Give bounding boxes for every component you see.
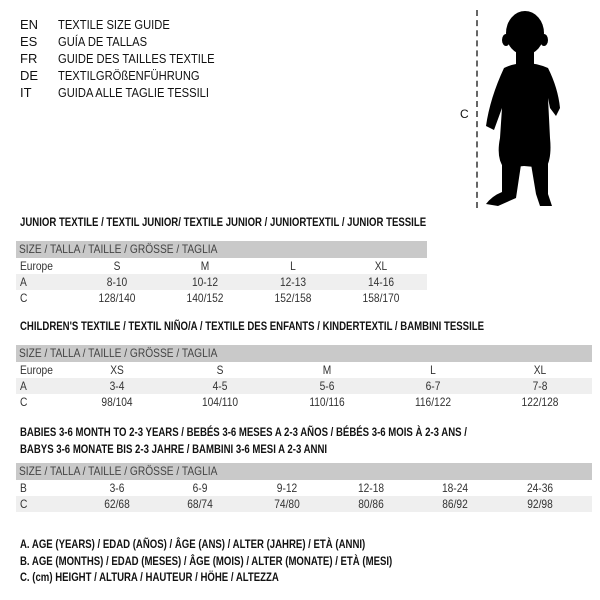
table-cell: 86/92	[442, 497, 468, 511]
table-cell: 6-7	[425, 379, 441, 393]
size-header-row: SIZE / TALLA / TAILLE / GRÖSSE / TAGLIA	[16, 345, 592, 362]
children-size-table: SIZE / TALLA / TAILLE / GRÖSSE / TAGLIA E…	[16, 345, 592, 410]
children-section-title: CHILDREN'S TEXTILE / TEXTIL NIÑO/A / TEX…	[20, 319, 485, 333]
table-row: C 128/140 140/152 152/158 158/170	[16, 290, 427, 306]
table-cell: M	[322, 363, 332, 377]
table-cell: 12-18	[357, 481, 385, 495]
legend-c: C. (cm) HEIGHT / ALTURA / HAUTEUR / HÖHE…	[20, 570, 279, 584]
table-cell: L	[290, 259, 296, 273]
babies-section-title: BABIES 3-6 MONTH TO 2-3 YEARS / BEBÉS 3-…	[20, 425, 467, 439]
table-cell: 4-5	[212, 379, 228, 393]
lang-title: GUIDA ALLE TAGLIE TESSILI	[58, 85, 210, 100]
lang-title: GUÍA DE TALLAS	[58, 34, 148, 49]
table-cell: 6-9	[192, 481, 208, 495]
table-cell: 158/170	[362, 291, 400, 305]
table-row: C 98/104 104/110 110/116 116/122 122/128	[16, 394, 592, 410]
table-cell: 24-36	[526, 481, 554, 495]
table-cell: 10-12	[191, 275, 219, 289]
size-header-label: SIZE / TALLA / TAILLE / GRÖSSE / TAGLIA	[19, 464, 218, 478]
row-label: C	[20, 395, 28, 409]
table-cell: 5-6	[319, 379, 335, 393]
table-cell: 3-4	[109, 379, 125, 393]
table-cell: 110/116	[309, 395, 345, 409]
lang-title: TEXTILGRÖßENFÜHRUNG	[58, 68, 200, 83]
table-cell: 68/74	[187, 497, 213, 511]
table-cell: 74/80	[274, 497, 300, 511]
table-row: C 62/68 68/74 74/80 80/86 86/92 92/98	[16, 496, 592, 512]
table-cell: L	[430, 363, 436, 377]
height-measure-line	[476, 10, 478, 208]
table-cell: 140/152	[186, 291, 224, 305]
row-label: Europe	[20, 259, 53, 273]
table-cell: 92/98	[527, 497, 553, 511]
table-cell: XS	[110, 363, 124, 377]
size-header-row: SIZE / TALLA / TAILLE / GRÖSSE / TAGLIA	[16, 241, 427, 258]
lang-code: FR	[20, 51, 38, 66]
table-cell: 62/68	[104, 497, 130, 511]
table-row: B 3-6 6-9 9-12 12-18 18-24 24-36	[16, 480, 592, 496]
table-cell: 152/158	[274, 291, 312, 305]
table-cell: 12-13	[279, 275, 307, 289]
row-label: A	[20, 275, 27, 289]
row-label: B	[20, 481, 27, 495]
row-label: C	[20, 291, 28, 305]
table-cell: 14-16	[367, 275, 395, 289]
babies-section-title-2: BABYS 3-6 MONATE BIS 2-3 JAHRE / BAMBINI…	[20, 442, 328, 456]
table-cell: S	[113, 259, 121, 273]
child-silhouette-icon	[486, 11, 560, 206]
table-cell: 104/110	[201, 395, 239, 409]
table-cell: M	[200, 259, 210, 273]
table-cell: 3-6	[109, 481, 125, 495]
table-cell: XL	[374, 259, 388, 273]
lang-title: GUIDE DES TAILLES TEXTILE	[58, 51, 215, 66]
table-cell: 9-12	[276, 481, 298, 495]
table-cell: 98/104	[101, 395, 133, 409]
table-cell: 122/128	[521, 395, 559, 409]
table-cell: 8-10	[106, 275, 128, 289]
row-label: A	[20, 379, 27, 393]
row-label: C	[20, 497, 28, 511]
junior-section-title: JUNIOR TEXTILE / TEXTIL JUNIOR/ TEXTILE …	[20, 215, 427, 229]
table-cell: 80/86	[358, 497, 384, 511]
size-header-label: SIZE / TALLA / TAILLE / GRÖSSE / TAGLIA	[19, 242, 218, 256]
legend-b: B. AGE (MONTHS) / EDAD (MESES) / ÂGE (MO…	[20, 554, 393, 568]
table-row: A 8-10 10-12 12-13 14-16	[16, 274, 427, 290]
size-header-row: SIZE / TALLA / TAILLE / GRÖSSE / TAGLIA	[16, 463, 592, 480]
lang-code: IT	[20, 85, 32, 100]
lang-code: EN	[20, 17, 39, 32]
table-cell: S	[216, 363, 224, 377]
table-cell: 116/122	[414, 395, 452, 409]
junior-size-table: SIZE / TALLA / TAILLE / GRÖSSE / TAGLIA E…	[16, 241, 427, 306]
table-cell: XL	[533, 363, 547, 377]
table-row: Europe XS S M L XL	[16, 362, 592, 378]
table-row: Europe S M L XL	[16, 258, 427, 274]
babies-size-table: SIZE / TALLA / TAILLE / GRÖSSE / TAGLIA B…	[16, 463, 592, 512]
table-cell: 18-24	[441, 481, 469, 495]
lang-code: DE	[20, 68, 39, 83]
table-cell: 7-8	[532, 379, 548, 393]
legend-a: A. AGE (YEARS) / EDAD (AÑOS) / ÂGE (ANS)…	[20, 537, 366, 551]
size-header-label: SIZE / TALLA / TAILLE / GRÖSSE / TAGLIA	[19, 346, 218, 360]
lang-code: ES	[20, 34, 38, 49]
height-measure-label: C	[460, 107, 469, 121]
lang-title: TEXTILE SIZE GUIDE	[58, 17, 170, 32]
row-label: Europe	[20, 363, 53, 377]
table-row: A 3-4 4-5 5-6 6-7 7-8	[16, 378, 592, 394]
table-cell: 128/140	[98, 291, 136, 305]
